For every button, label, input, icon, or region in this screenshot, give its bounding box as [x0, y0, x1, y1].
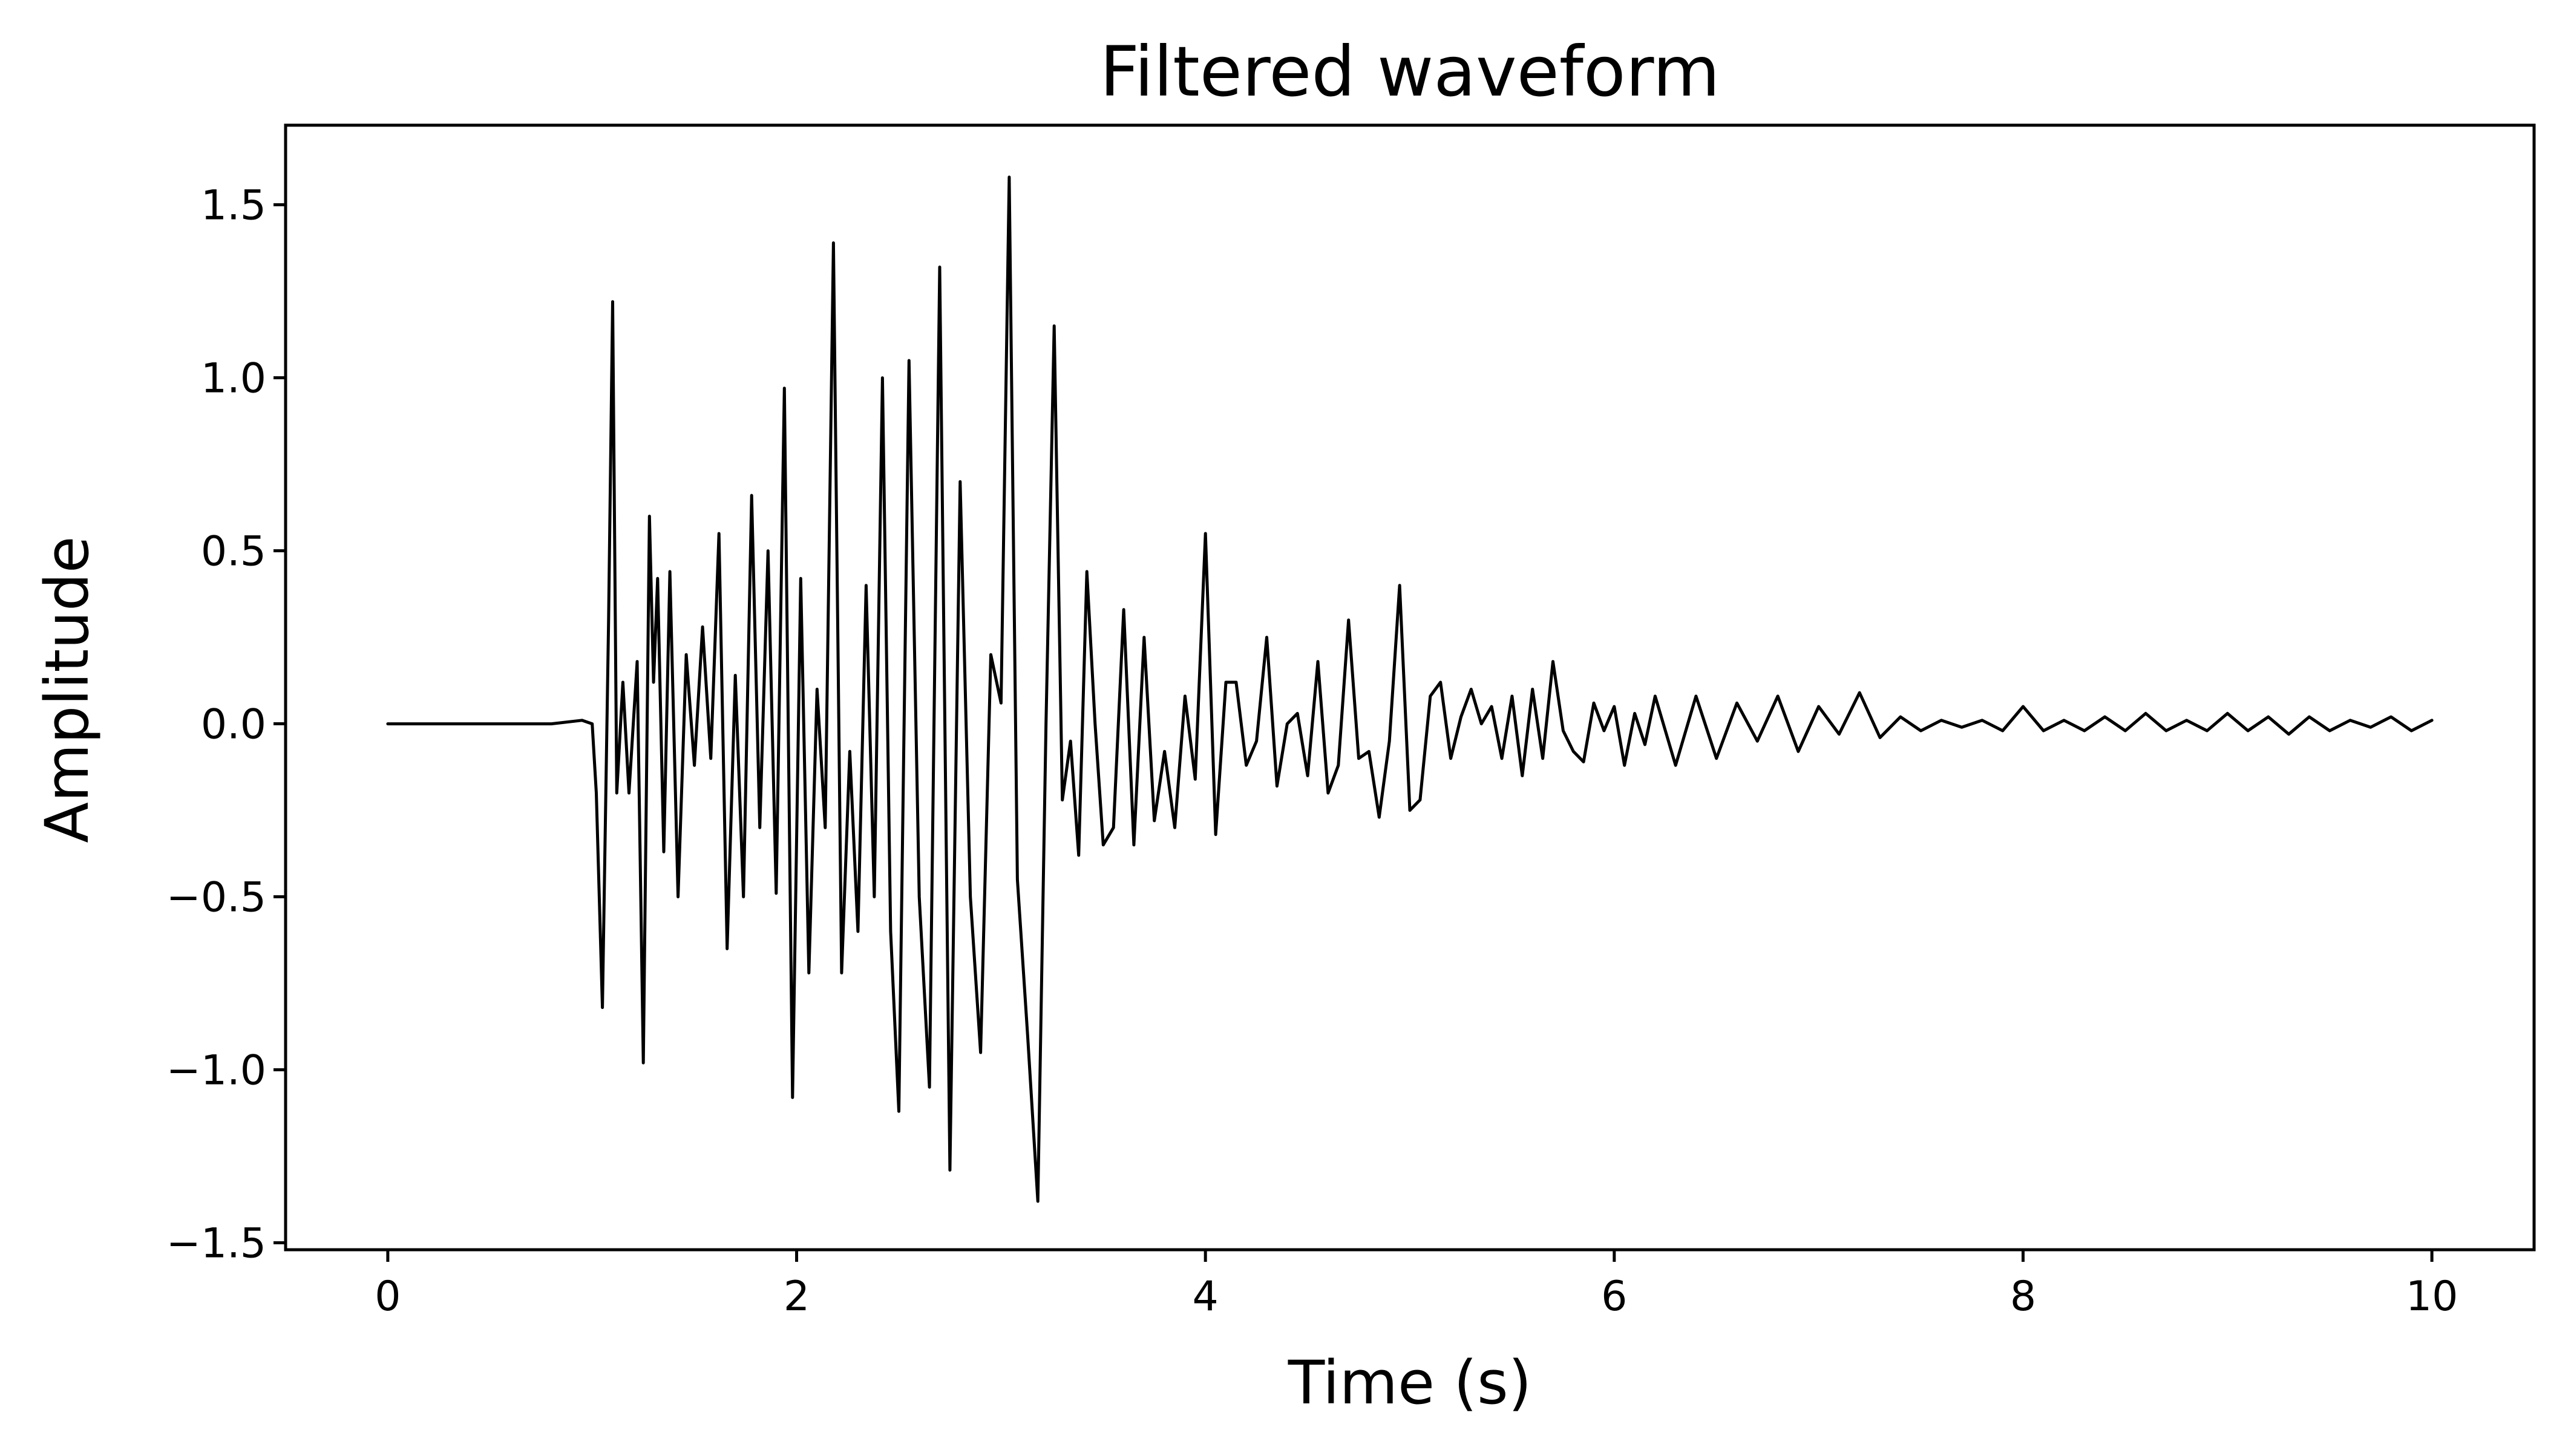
x-axis-label: Time (s): [1288, 1348, 1532, 1418]
y-axis-label: Amplitude: [33, 536, 102, 843]
y-tick-label: 1.5: [201, 182, 266, 230]
x-tick-label: 4: [1193, 1273, 1219, 1321]
y-tick-label: −1.5: [166, 1220, 266, 1268]
x-axis: 0 2 4 6 8 10: [375, 1250, 2458, 1321]
plot-frame: [284, 123, 2536, 1252]
y-tick-label: −1.0: [166, 1047, 266, 1095]
y-tick-label: 0.0: [201, 701, 266, 749]
waveform-line: [386, 175, 2434, 1203]
y-tick-label: 0.5: [201, 528, 266, 576]
x-tick-label: 8: [2010, 1273, 2036, 1321]
chart-title: Filtered waveform: [1099, 31, 1720, 112]
x-tick-label: 10: [2406, 1273, 2458, 1321]
y-tick-label: 1.0: [201, 355, 266, 403]
plot-area: [284, 123, 2536, 1252]
y-axis: −1.5 −1.0 −0.5 0.0 0.5 1.0 1.5: [166, 182, 286, 1268]
y-tick-label: −0.5: [166, 874, 266, 922]
x-tick-label: 2: [784, 1273, 810, 1321]
x-tick-label: 0: [375, 1273, 401, 1321]
x-tick-label: 6: [1601, 1273, 1627, 1321]
